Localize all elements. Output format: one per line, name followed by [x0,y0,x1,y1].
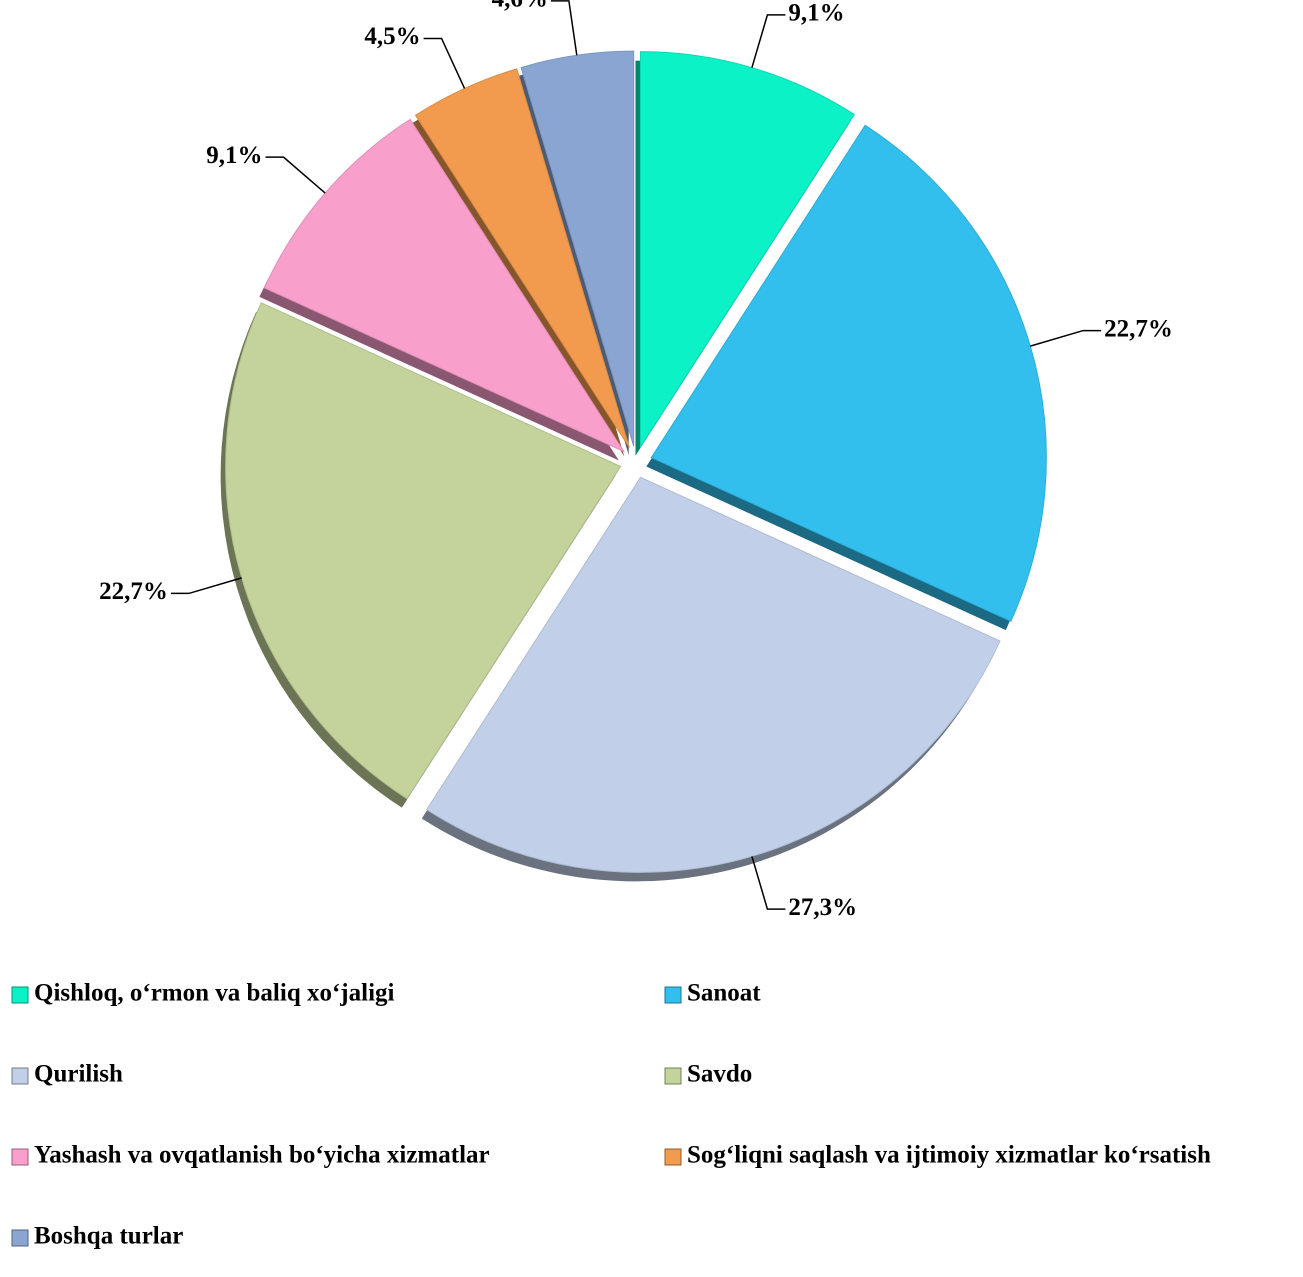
legend-swatch [11,1148,29,1166]
leader-line [751,14,786,68]
leader-line [170,577,242,595]
data-label: 4,6% [492,0,548,13]
slice [650,124,1047,622]
leader-line [751,856,786,910]
legend-label: Savdo [687,1061,752,1088]
data-label: 9,1% [788,0,844,27]
slice [414,68,630,448]
legend-label: Boshqa turlar [34,1223,183,1250]
legend-label: Qishloq, o‘rmon va baliq xo‘jaligi [34,980,395,1007]
legend-label: Yashash va ovqatlanish bo‘yicha xizmatla… [34,1142,490,1169]
legend-label: Sog‘liqni saqlash va ijtimoiy xizmatlar … [687,1142,1211,1169]
legend-swatch [11,986,29,1004]
legend-label: Qurilish [34,1061,123,1088]
legend-swatch [11,1229,29,1247]
legend-swatch [664,986,682,1004]
legend-swatch [664,1148,682,1166]
data-label: 9,1% [206,142,262,169]
leader-line [550,0,578,56]
data-label: 22,7% [99,578,168,605]
legend-label: Sanoat [687,980,761,1007]
slice [225,302,622,800]
leader-line [1030,329,1102,347]
leader-line [423,37,466,89]
data-label: 22,7% [1104,315,1173,342]
legend-swatch [11,1067,29,1085]
data-label: 27,3% [788,894,857,921]
leader-line [265,156,326,194]
slice [426,476,1001,873]
slice [520,50,635,447]
data-label: 4,5% [364,23,420,50]
legend-swatch [664,1067,682,1085]
